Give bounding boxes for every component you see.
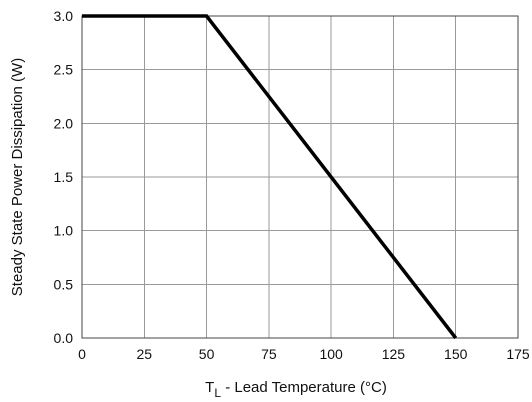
x-tick-label: 25 bbox=[136, 346, 152, 362]
y-tick-label: 2.5 bbox=[54, 62, 74, 78]
y-tick-label: 3.0 bbox=[54, 8, 74, 24]
y-tick-label: 0.5 bbox=[54, 276, 74, 292]
x-tick-label: 75 bbox=[261, 346, 277, 362]
x-tick-label: 150 bbox=[444, 346, 468, 362]
y-tick-label: 0.0 bbox=[54, 330, 74, 346]
y-tick-labels: 0.0 0.5 1.0 1.5 2.0 2.5 3.0 bbox=[54, 8, 74, 346]
x-tick-labels: 0 25 50 75 100 125 150 175 bbox=[78, 346, 530, 362]
series-line-0 bbox=[82, 14, 458, 340]
x-axis-label-subscript: L bbox=[214, 386, 221, 400]
x-tick-label: 50 bbox=[199, 346, 215, 362]
plot-frame bbox=[81, 15, 519, 339]
x-tick-label: 125 bbox=[382, 346, 406, 362]
y-tick-label: 1.5 bbox=[54, 169, 74, 185]
grid-layer bbox=[81, 15, 519, 339]
x-axis-label: TL - Lead Temperature (°C) bbox=[205, 379, 387, 400]
y-tick-label: 2.0 bbox=[54, 115, 74, 131]
y-tick-label: 1.0 bbox=[54, 223, 74, 239]
x-tick-label: 100 bbox=[319, 346, 343, 362]
x-tick-label: 0 bbox=[78, 346, 86, 362]
series-layer bbox=[82, 14, 458, 340]
y-axis-label: Steady State Power Dissipation (W) bbox=[9, 58, 26, 296]
x-tick-label: 175 bbox=[506, 346, 530, 362]
x-axis-label-suffix: - Lead Temperature (°C) bbox=[221, 379, 387, 396]
x-axis-label-main: T bbox=[205, 379, 214, 396]
